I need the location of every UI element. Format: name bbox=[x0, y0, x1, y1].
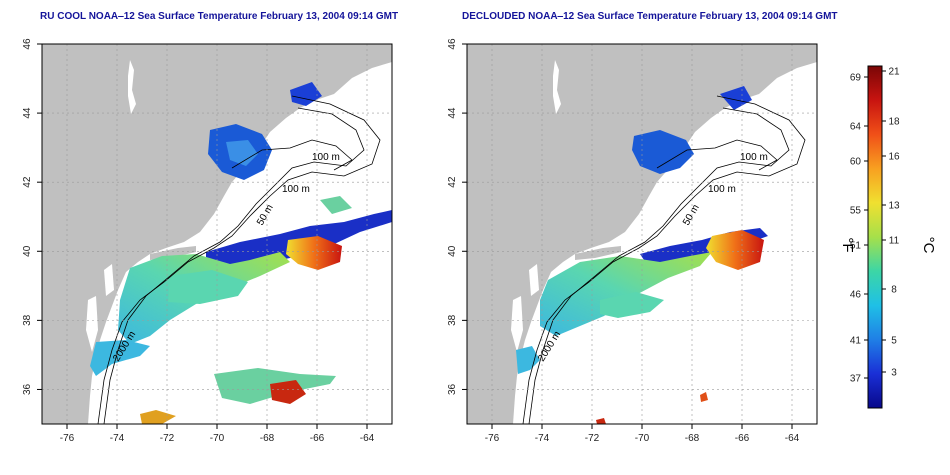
colorbar-c-tick-label: 21 bbox=[888, 67, 900, 78]
colorbar-c-tick-label: 11 bbox=[889, 236, 900, 247]
lon-tick-label: -72 bbox=[585, 433, 600, 444]
lat-ticks-left: 36 38 40 42 44 46 bbox=[22, 38, 42, 395]
lon-tick-label: -68 bbox=[685, 433, 700, 444]
lat-tick-label: 44 bbox=[22, 107, 33, 119]
colorbar-f-tick-label: 69 bbox=[850, 73, 862, 84]
colorbar-f-tick-label: 37 bbox=[850, 374, 862, 385]
isobaths-left bbox=[97, 95, 381, 425]
colorbar-c-ticks: 21 18 16 13 11 8 5 3 bbox=[882, 67, 900, 379]
contour-label-100m-a-left: 100 m bbox=[312, 152, 340, 163]
sst-pixels-right bbox=[516, 86, 768, 424]
lat-tick-label: 40 bbox=[447, 245, 458, 257]
sst-map-right: 100 m 100 m 50 m 2000 m -76 -74 -72 -70 -68-… bbox=[447, 38, 818, 444]
panel-title-left: RU COOL NOAA‒12 Sea Surface Temperature … bbox=[40, 11, 399, 22]
panel-title-right: DECLOUDED NOAA‒12 Sea Surface Temperatur… bbox=[462, 11, 838, 22]
lon-tick-label: -74 bbox=[110, 433, 125, 444]
lon-tick-label: -72 bbox=[160, 433, 175, 444]
lon-tick-label: -70 bbox=[635, 433, 650, 444]
lat-tick-label: 46 bbox=[22, 38, 33, 50]
colorbar-f-tick-label: 51 bbox=[850, 241, 862, 252]
colorbar-f-tick-label: 64 bbox=[850, 122, 862, 133]
lakes-left bbox=[86, 60, 136, 352]
isobaths-right bbox=[522, 95, 806, 425]
land-right bbox=[467, 44, 817, 424]
lat-tick-label: 42 bbox=[447, 176, 458, 188]
lon-tick-label: -66 bbox=[735, 433, 750, 444]
lat-tick-label: 40 bbox=[22, 245, 33, 257]
colorbar-f-tick-label: 60 bbox=[850, 157, 862, 168]
lon-tick-label: -76 bbox=[485, 433, 500, 444]
colorbar-f-tick-label: 46 bbox=[850, 290, 862, 301]
contour-label-100m-b-left: 100 m bbox=[282, 184, 310, 195]
colorbar-f-tick-label: 55 bbox=[850, 206, 862, 217]
colorbar-c-tick-label: 18 bbox=[888, 117, 900, 128]
contour-label-100m-b-right: 100 m bbox=[708, 184, 736, 195]
lon-ticks-left: -76 -74 -72 -70 -68 -66 -64 bbox=[60, 424, 375, 444]
lon-ticks-right: -76 -74 -72 -70 -68 -66 -64 bbox=[485, 424, 800, 444]
lat-tick-label: 36 bbox=[22, 383, 33, 395]
lon-tick-label: -74 bbox=[535, 433, 550, 444]
contour-label-100m-a-right: 100 m bbox=[740, 152, 768, 163]
colorbar-c-unit: °C bbox=[920, 237, 937, 254]
lat-tick-label: 42 bbox=[22, 176, 33, 188]
lon-tick-label: -70 bbox=[210, 433, 225, 444]
colorbar-f-tick-label: 41 bbox=[850, 336, 862, 347]
lat-tick-label: 44 bbox=[447, 107, 458, 119]
lat-tick-label: 38 bbox=[447, 314, 458, 326]
colorbar-c-tick-label: 16 bbox=[888, 152, 900, 163]
lat-ticks-right: 36 38 40 42 44 46 bbox=[447, 38, 467, 395]
colorbar-ramp bbox=[867, 65, 883, 409]
lon-tick-label: -66 bbox=[310, 433, 325, 444]
lakes-right bbox=[511, 60, 561, 352]
lat-tick-label: 36 bbox=[447, 383, 458, 395]
lon-tick-label: -64 bbox=[785, 433, 800, 444]
lon-tick-label: -64 bbox=[360, 433, 375, 444]
sst-map-left: 100 m 100 m 50 m 2000 m -76 -74 -72 -70 -68-… bbox=[22, 38, 393, 444]
lat-tick-label: 38 bbox=[22, 314, 33, 326]
lat-tick-label: 46 bbox=[447, 38, 458, 50]
lon-tick-label: -76 bbox=[60, 433, 75, 444]
colorbar-c-tick-label: 3 bbox=[891, 368, 897, 379]
lon-tick-label: -68 bbox=[260, 433, 275, 444]
colorbar-c-tick-label: 8 bbox=[891, 285, 897, 296]
colorbar-f-unit: °F bbox=[839, 237, 856, 252]
colorbar-c-tick-label: 13 bbox=[888, 201, 900, 212]
colorbar-c-tick-label: 5 bbox=[891, 336, 897, 347]
colorbar: 69 64 60 55 51 46 41 37 21 18 16 13 11 8 5 3 °F °C bbox=[839, 65, 937, 409]
colorbar-f-ticks: 69 64 60 55 51 46 41 37 bbox=[850, 73, 868, 385]
sst-pixels-left bbox=[90, 82, 392, 424]
